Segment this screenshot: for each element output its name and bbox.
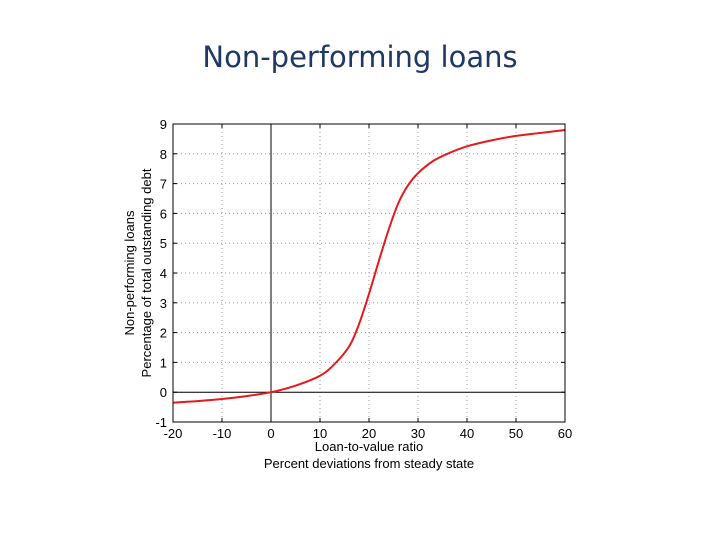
y-tick-label: 9 (160, 117, 167, 132)
x-axis-sublabel: Percent deviations from steady state (264, 456, 474, 471)
x-tick-label: -10 (213, 426, 232, 441)
y-axis-label: Non-performing loans (122, 210, 137, 336)
y-tick-label: 4 (160, 266, 167, 281)
y-tick-label: 1 (160, 355, 167, 370)
series-group (172, 128, 566, 404)
series-line (172, 128, 566, 404)
x-tick-label: 20 (362, 426, 376, 441)
x-axis-label: Loan-to-value ratio (315, 439, 423, 454)
x-tick-label: -20 (164, 426, 183, 441)
reference-lines (173, 124, 565, 422)
slide-title: Non-performing loans (202, 40, 518, 74)
y-tick-label: 8 (160, 147, 167, 162)
y-tick-label: 7 (160, 177, 167, 192)
x-tick-label: 30 (411, 426, 425, 441)
y-tick-label: 5 (160, 236, 167, 251)
y-tick-label: -1 (155, 415, 167, 430)
y-axis-sublabel: Percentage of total outstanding debt (139, 168, 154, 377)
x-tick-label: 50 (509, 426, 523, 441)
y-tick-label: 0 (160, 385, 167, 400)
axis-labels: Loan-to-value ratio Percent deviations fr… (122, 168, 474, 471)
x-tick-label: 40 (460, 426, 474, 441)
x-tick-label: 60 (558, 426, 572, 441)
y-tick-label: 6 (160, 206, 167, 221)
y-tick-label: 3 (160, 296, 167, 311)
y-tick-label: 2 (160, 326, 167, 341)
x-tick-label: 10 (313, 426, 327, 441)
x-tick-label: 0 (267, 426, 274, 441)
grid-lines (173, 124, 565, 422)
